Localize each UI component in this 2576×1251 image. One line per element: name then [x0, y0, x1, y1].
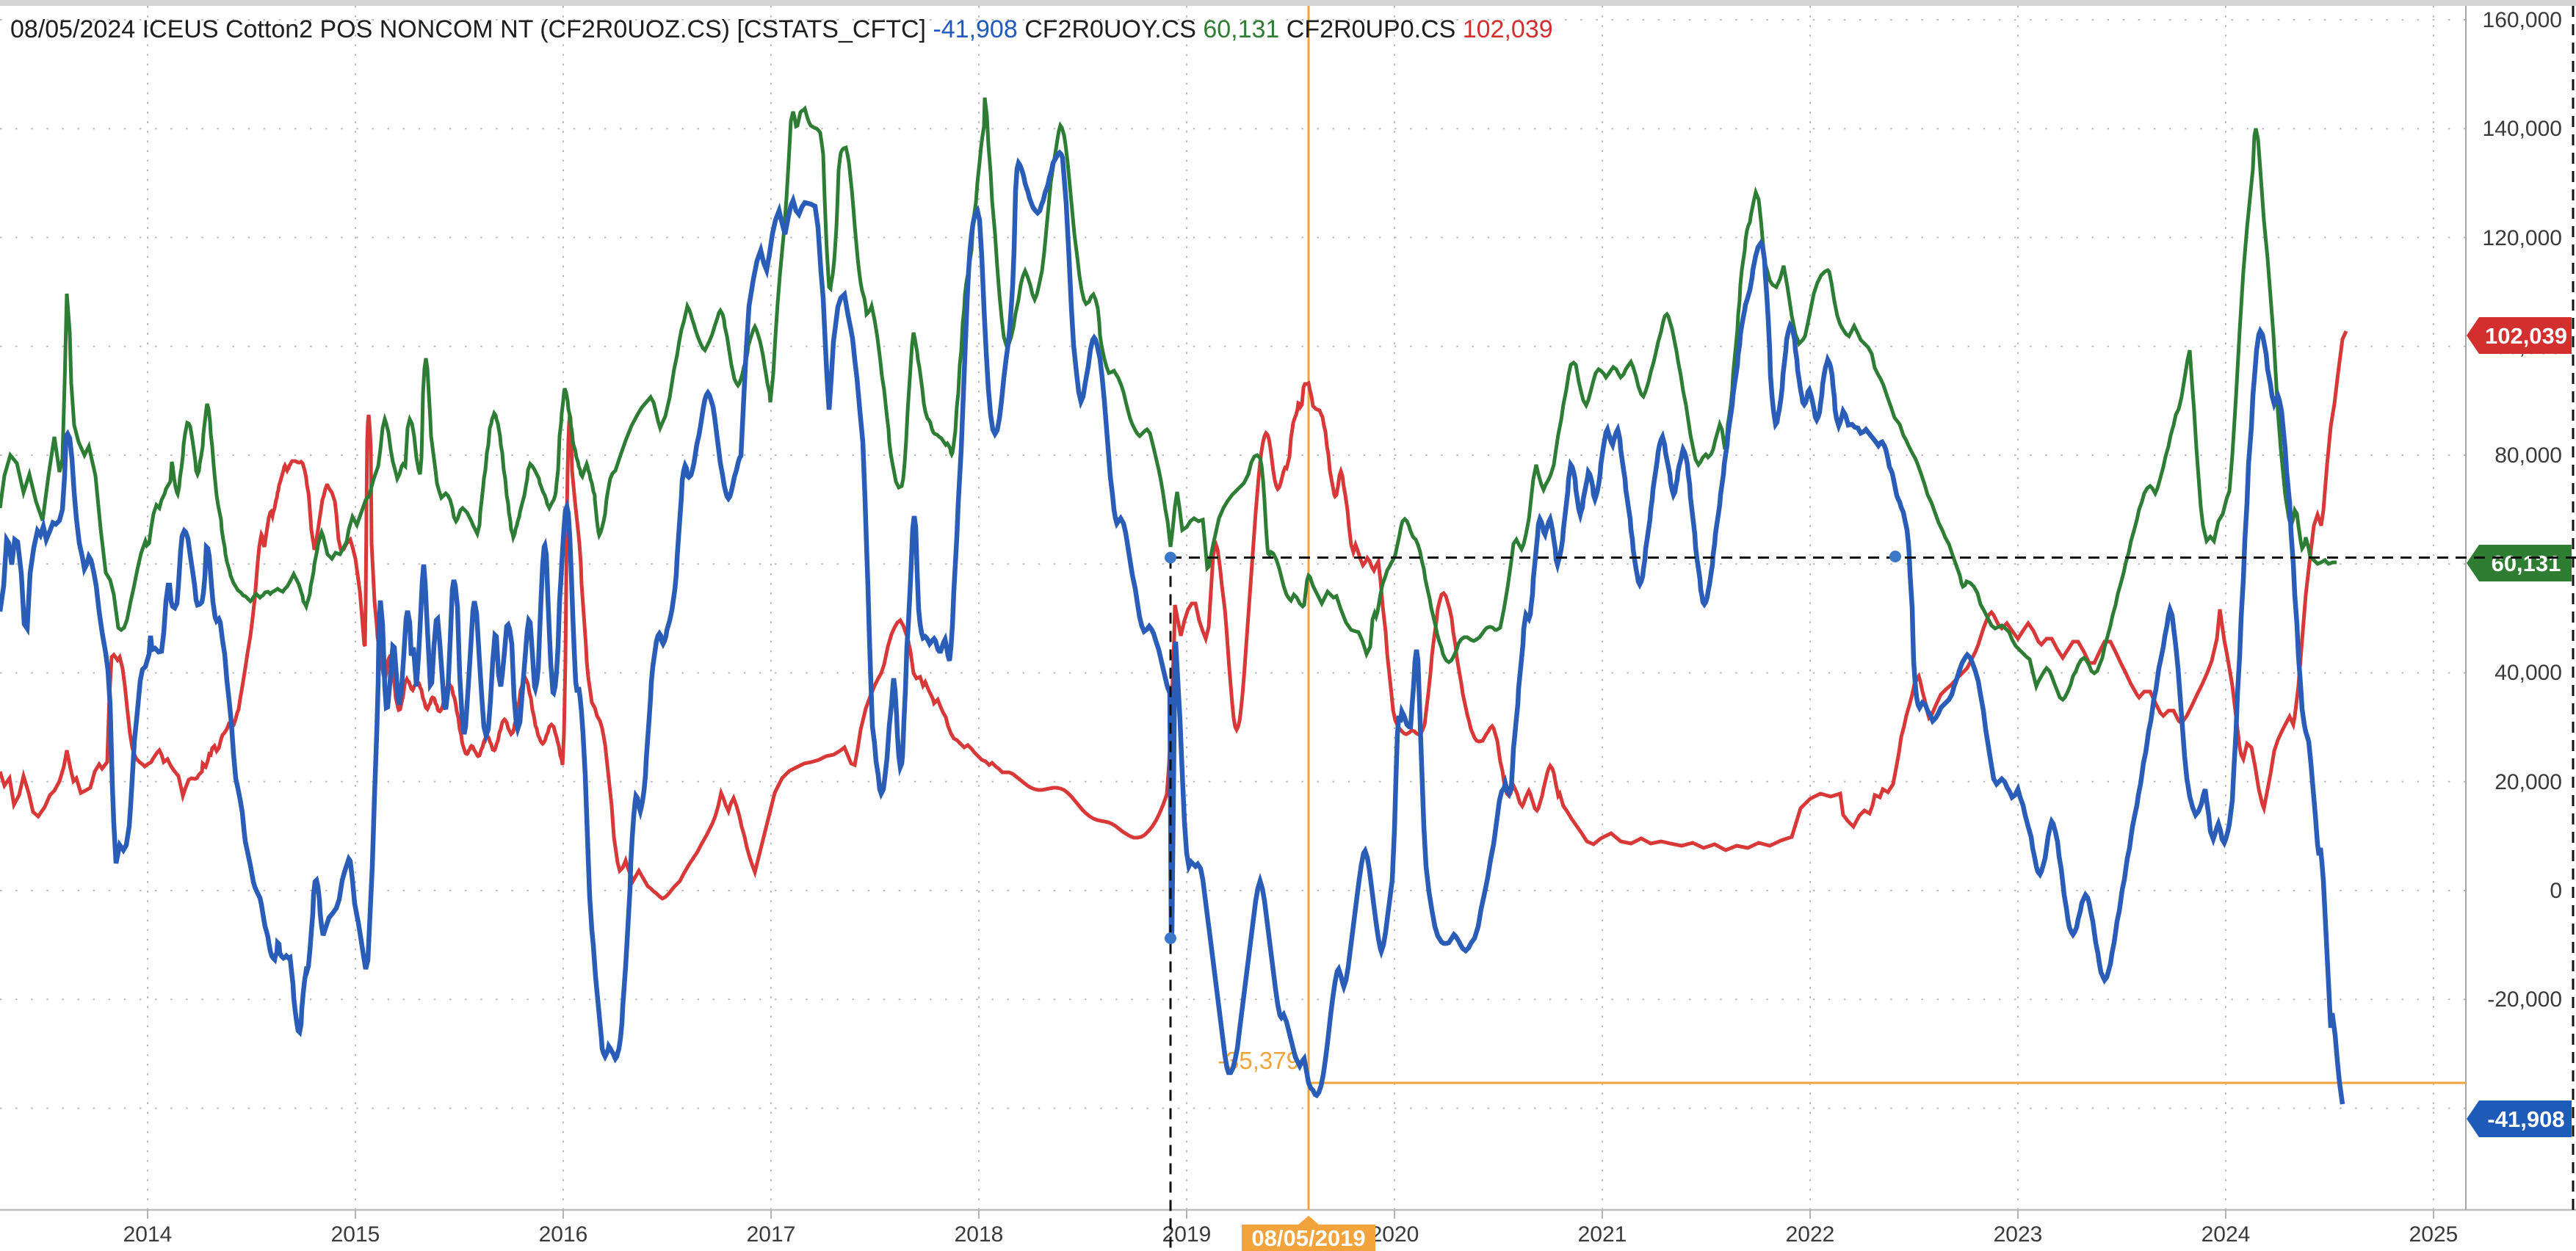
svg-text:2020: 2020	[1370, 1222, 1419, 1247]
svg-text:80,000: 80,000	[2494, 443, 2562, 468]
svg-text:2015: 2015	[331, 1222, 380, 1247]
svg-text:2016: 2016	[539, 1222, 588, 1247]
svg-text:102,039: 102,039	[2485, 323, 2567, 349]
svg-text:40,000: 40,000	[2494, 661, 2562, 685]
svg-text:2021: 2021	[1578, 1222, 1627, 1247]
svg-text:20,000: 20,000	[2494, 770, 2562, 794]
svg-text:08/05/2024 ICEUS Cotton2 POS N: 08/05/2024 ICEUS Cotton2 POS NONCOM NT (…	[10, 15, 1553, 43]
svg-text:2024: 2024	[2201, 1222, 2251, 1247]
svg-text:140,000: 140,000	[2483, 117, 2562, 141]
svg-text:2018: 2018	[955, 1222, 1004, 1247]
svg-text:2017: 2017	[747, 1222, 796, 1247]
svg-text:160,000: 160,000	[2483, 8, 2562, 32]
svg-text:120,000: 120,000	[2483, 226, 2562, 250]
svg-text:0: 0	[2550, 879, 2562, 903]
svg-text:2022: 2022	[1786, 1222, 1835, 1247]
svg-text:60,131: 60,131	[2492, 551, 2561, 576]
svg-text:-41,908: -41,908	[2487, 1106, 2564, 1132]
svg-text:2025: 2025	[2409, 1222, 2459, 1247]
svg-text:2023: 2023	[1994, 1222, 2043, 1247]
svg-text:08/05/2019: 08/05/2019	[1251, 1225, 1365, 1251]
svg-text:2014: 2014	[123, 1222, 173, 1247]
svg-text:-20,000: -20,000	[2487, 987, 2562, 1012]
